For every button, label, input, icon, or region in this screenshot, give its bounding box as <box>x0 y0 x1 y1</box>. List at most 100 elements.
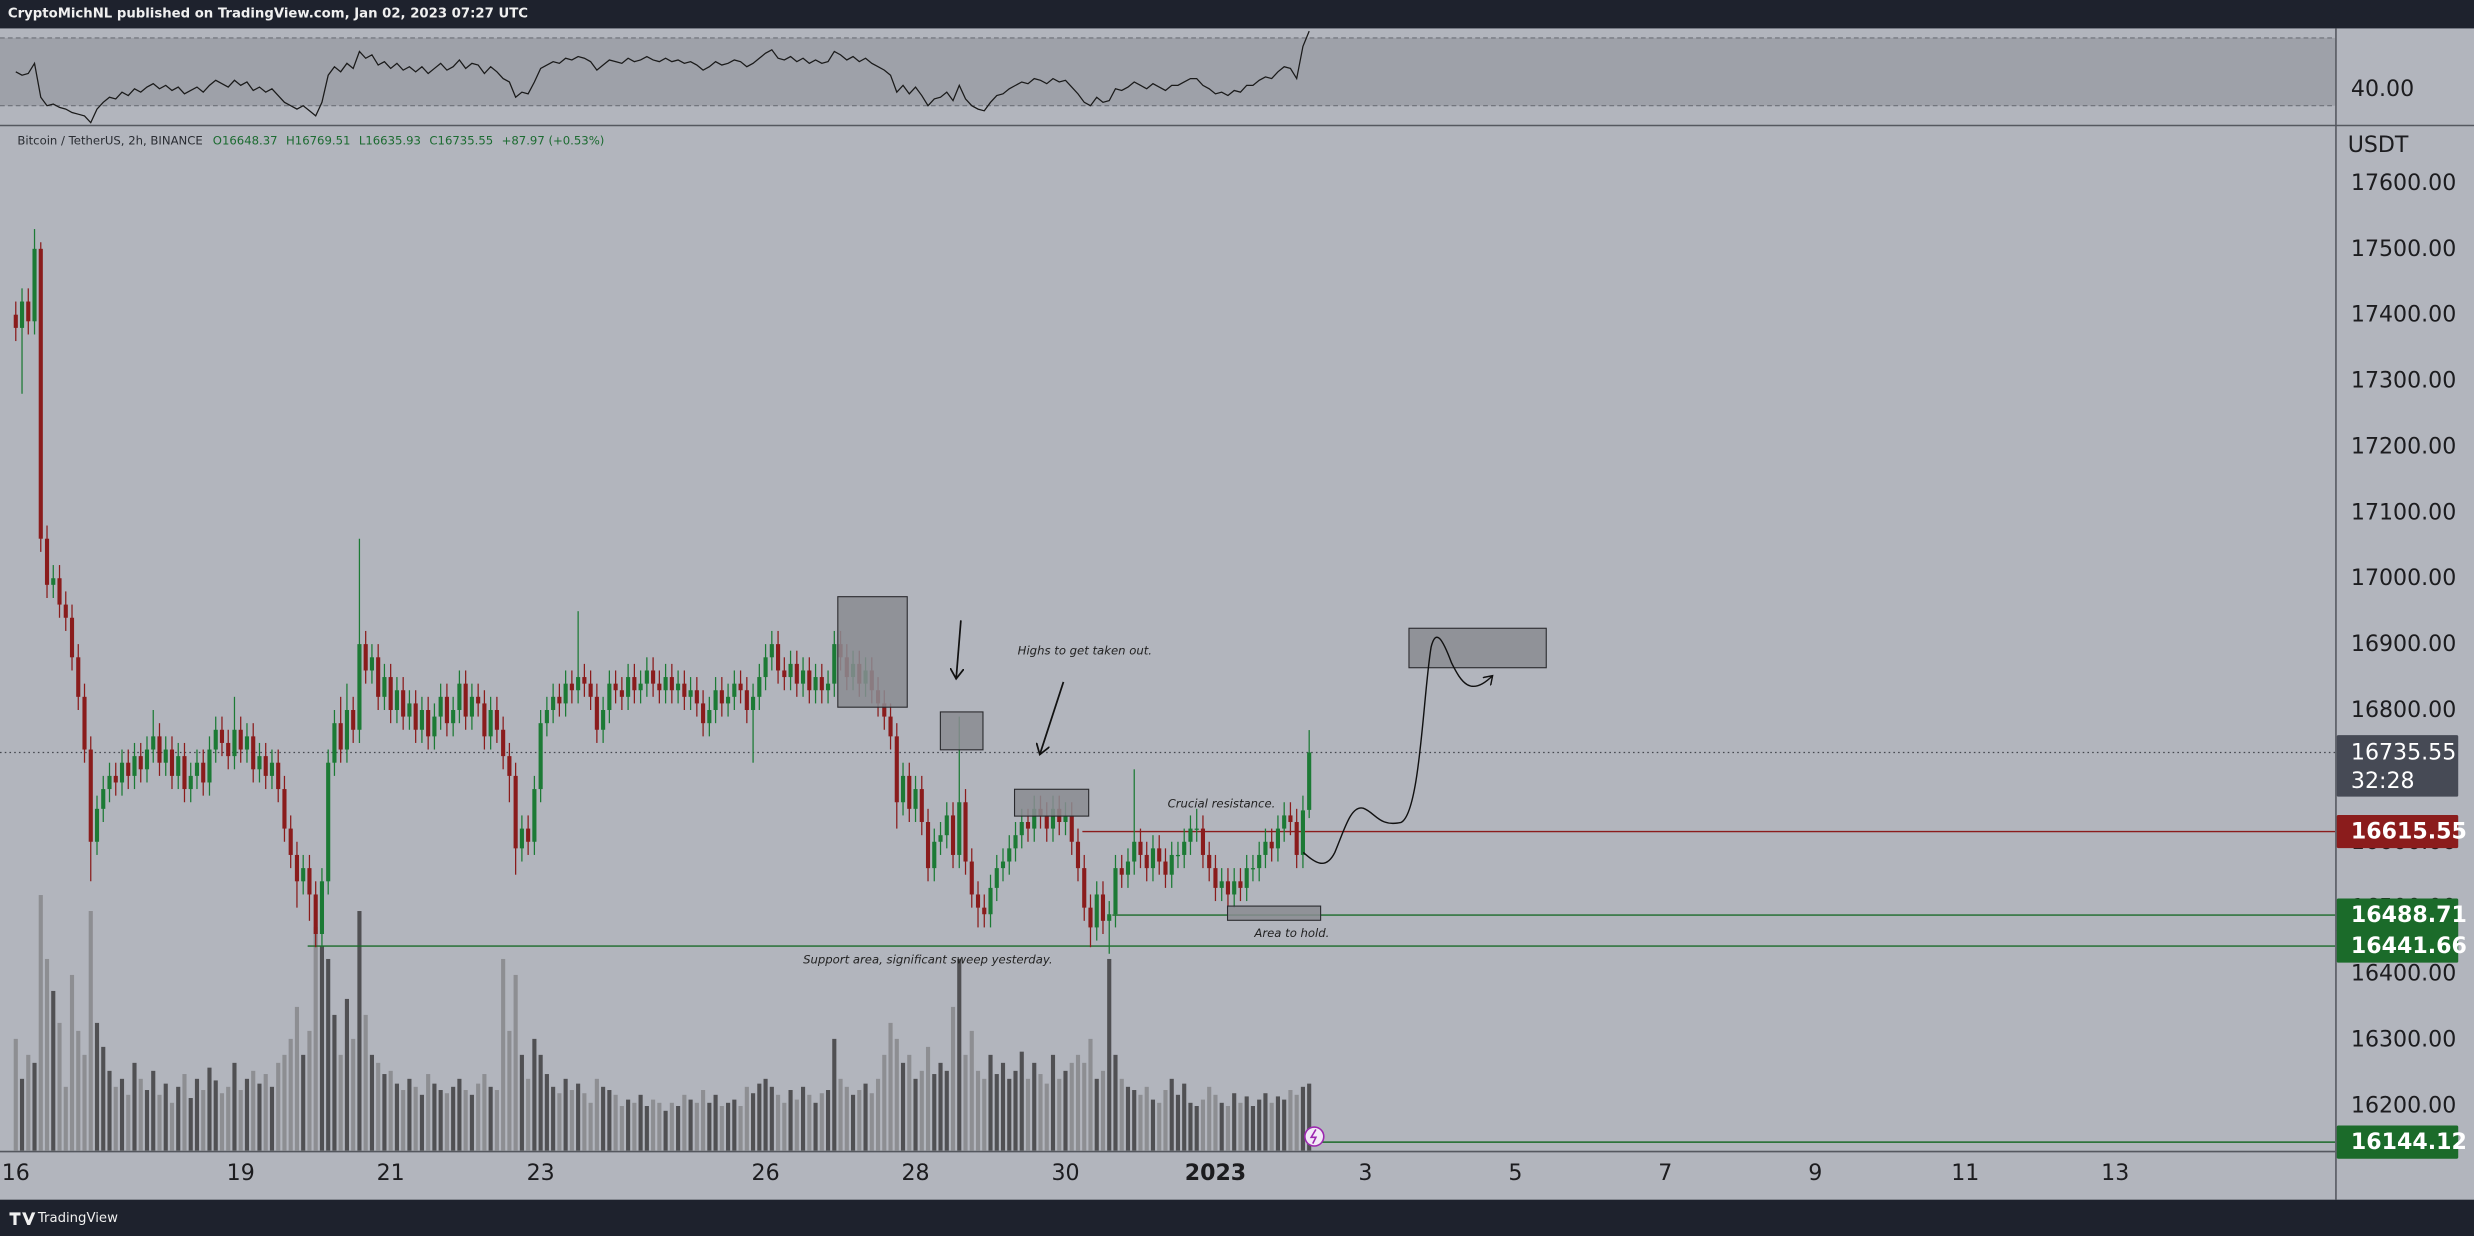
candle-body <box>969 861 974 895</box>
candle-body <box>1113 868 1118 915</box>
volume-bar <box>1069 1062 1074 1151</box>
volume-bar <box>1219 1102 1224 1151</box>
volume-bar <box>757 1083 762 1151</box>
x-tick-label: 16 <box>2 1160 30 1186</box>
ohlc-legend: Bitcoin / TetherUS, 2h, BINANCE O16648.3… <box>17 133 604 147</box>
candle-body <box>419 710 424 730</box>
candle-body <box>1194 828 1199 830</box>
legend-open: O16648.37 <box>213 133 278 147</box>
candle-body <box>938 835 943 842</box>
candle-body <box>1007 848 1012 862</box>
background <box>0 28 2474 1200</box>
volume-bar <box>844 1086 849 1151</box>
candle-body <box>126 762 131 776</box>
y-tick-label: 16800.00 <box>2351 697 2456 723</box>
candle-body <box>444 696 449 724</box>
volume-bar <box>907 1054 912 1151</box>
x-tick-label: 5 <box>1508 1160 1522 1186</box>
volume-bar <box>613 1094 618 1151</box>
y-tick-label: 17200.00 <box>2351 433 2456 459</box>
volume-bar <box>1075 1054 1081 1151</box>
candle-body <box>663 677 668 691</box>
volume-bar <box>1225 1106 1231 1151</box>
candle-body <box>1213 868 1218 888</box>
volume-bar <box>825 1090 831 1151</box>
volume-bar <box>888 1022 893 1151</box>
candle-body <box>651 670 656 684</box>
candle-body <box>1232 881 1237 895</box>
candle-body <box>1307 752 1312 810</box>
volume-bar <box>257 1083 262 1151</box>
volume-bar <box>1150 1099 1156 1151</box>
volume-bar <box>763 1078 768 1151</box>
candle-body <box>1294 822 1299 855</box>
volume-bar <box>169 1102 175 1151</box>
volume-bar <box>863 1083 868 1151</box>
candle-body <box>438 696 443 717</box>
volume-bar <box>563 1078 568 1151</box>
volume-bar <box>38 895 43 1151</box>
candle-body <box>975 894 981 908</box>
candle-body <box>1082 868 1087 908</box>
volume-bar <box>894 1038 899 1151</box>
volume-bar <box>432 1083 437 1151</box>
candle-body <box>163 749 168 763</box>
y-tick-label: 17100.00 <box>2351 499 2456 525</box>
volume-bar <box>438 1090 443 1151</box>
volume-bar <box>1213 1094 1218 1151</box>
volume-bar <box>151 1070 156 1151</box>
volume-bar <box>869 1093 874 1151</box>
volume-bar <box>276 1062 281 1151</box>
volume-bar <box>238 1090 243 1151</box>
candle-body <box>326 762 331 882</box>
candle-body <box>1157 848 1162 862</box>
candle-body <box>107 775 112 790</box>
x-tick-label: 7 <box>1658 1160 1672 1186</box>
candle-body <box>726 696 731 704</box>
volume-bar <box>26 1054 31 1151</box>
candle-body <box>763 657 768 678</box>
volume-bar <box>551 1086 556 1151</box>
volume-bar <box>69 974 75 1151</box>
y-tick-label: 17600.00 <box>2351 170 2456 196</box>
volume-bar <box>638 1094 643 1151</box>
last-price-badge <box>2336 735 2459 797</box>
volume-bar <box>813 1102 818 1151</box>
volume-bar <box>532 1038 537 1151</box>
candle-body <box>57 578 62 605</box>
volume-bar <box>919 1070 924 1151</box>
volume-bar <box>657 1102 662 1151</box>
volume-bar <box>538 1054 543 1151</box>
candle-body <box>257 756 262 770</box>
candle-body <box>219 729 225 743</box>
candle-body <box>1125 861 1131 875</box>
volume-bar <box>401 1090 406 1151</box>
candle-body <box>1238 881 1243 888</box>
candle-body <box>957 802 962 855</box>
x-tick-label: 3 <box>1358 1160 1372 1186</box>
candle-body <box>1188 828 1193 842</box>
candle-body <box>482 703 487 737</box>
volume-bar <box>963 1054 968 1151</box>
volume-bar <box>519 1054 524 1151</box>
candle-body <box>988 887 993 915</box>
candle-body <box>1250 868 1256 870</box>
candle-body <box>44 538 50 585</box>
event-icon-glyph <box>1309 1129 1318 1145</box>
volume-bar <box>51 990 56 1151</box>
candle-body <box>657 683 662 691</box>
volume-bar <box>188 1098 193 1151</box>
volume-bar <box>669 1102 674 1151</box>
candle-body <box>601 710 606 730</box>
volume-bar <box>732 1099 737 1151</box>
volume-bar <box>913 1078 918 1151</box>
volume-bar <box>1119 1078 1124 1151</box>
volume-bar <box>357 911 362 1151</box>
candle-body <box>944 815 949 836</box>
candle-body <box>244 736 250 750</box>
volume-bar <box>1288 1090 1293 1151</box>
last-price-label: 16735.55 <box>2351 739 2456 765</box>
candle-body <box>169 749 175 776</box>
candle-body <box>900 775 906 803</box>
candle-body <box>1063 815 1068 823</box>
